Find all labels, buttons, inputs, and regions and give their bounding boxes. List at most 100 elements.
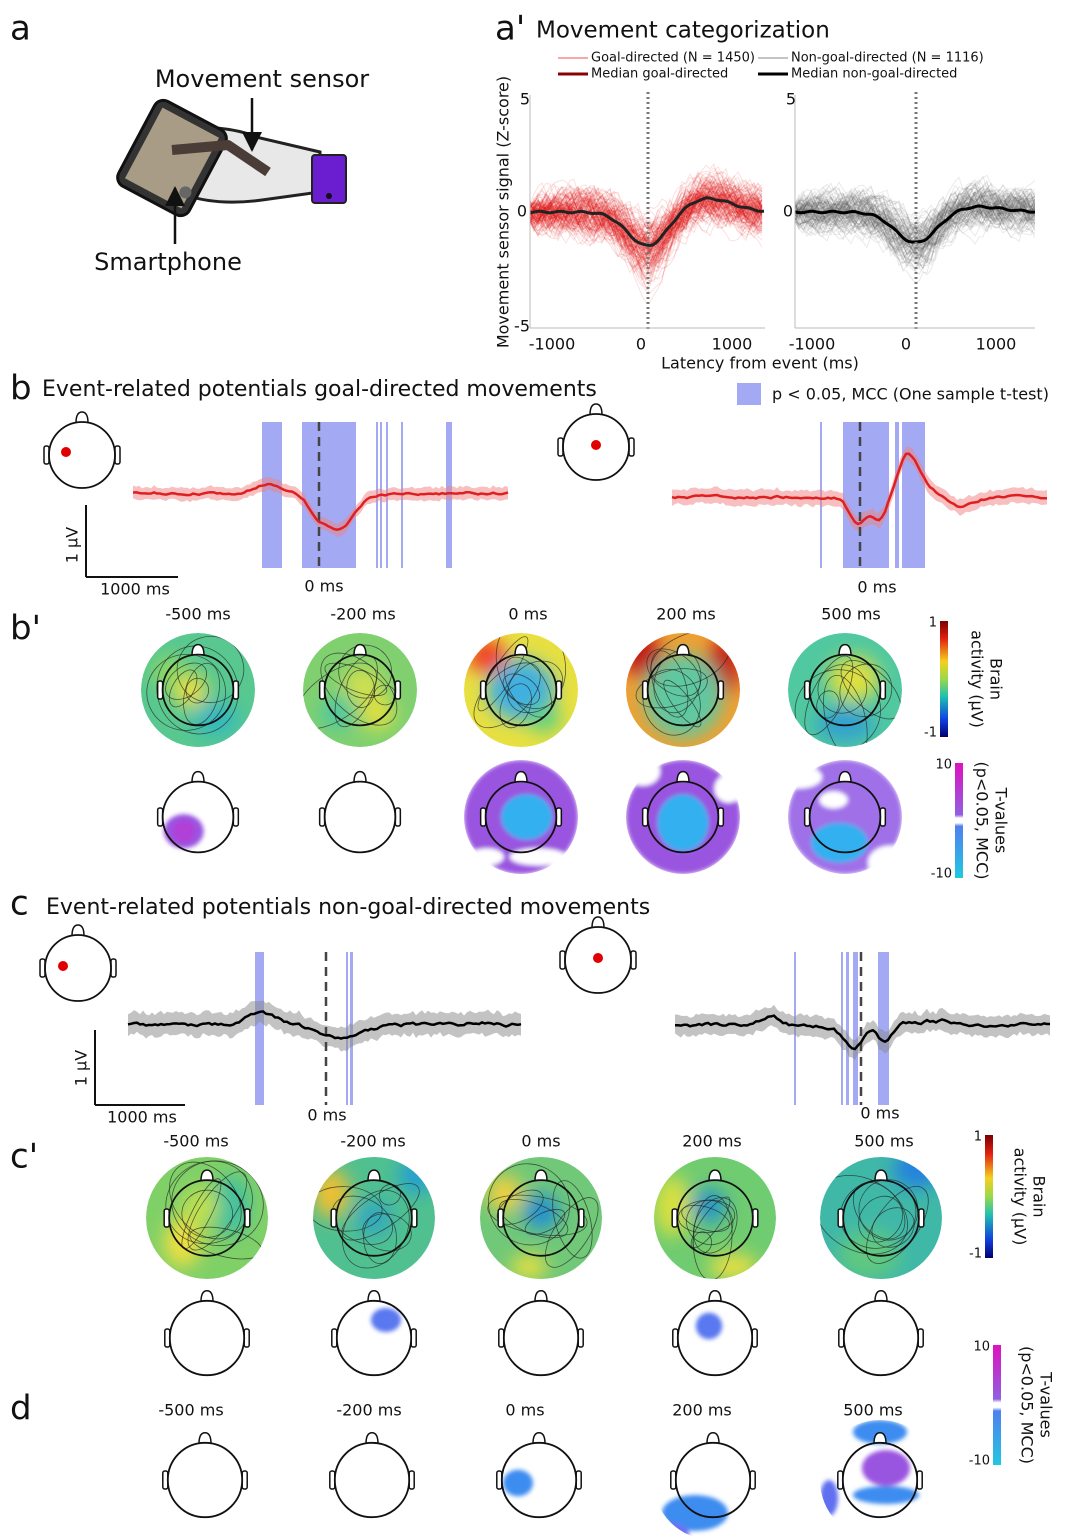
nose	[838, 770, 852, 783]
time-label: 0 ms	[508, 605, 547, 624]
sensor-trace	[795, 195, 1035, 247]
nose	[873, 1432, 887, 1444]
sensor-trace	[530, 175, 763, 288]
colorbar-tick: 10	[935, 758, 952, 773]
head-outline	[803, 770, 887, 854]
sensor-trace	[530, 187, 763, 250]
sensor-trace	[530, 191, 763, 231]
scalp	[676, 1299, 754, 1377]
contour-line	[642, 669, 701, 736]
sensor-trace	[530, 186, 763, 236]
tmap-blob	[509, 848, 567, 866]
head-outline	[497, 1169, 585, 1257]
colorbar-label: Brain	[987, 658, 1006, 700]
topomap-blobs	[486, 1175, 560, 1279]
time-label: -200 ms	[340, 1132, 405, 1151]
x-tick-label: -1000	[789, 335, 836, 354]
panel-letter: a'	[495, 9, 525, 49]
scalp	[500, 1441, 578, 1519]
time-label: 200 ms	[672, 1401, 732, 1420]
panel-title: Event-related potentials non-goal-direct…	[46, 895, 650, 920]
head-outline	[837, 1169, 925, 1257]
panel-letter: b	[10, 369, 32, 409]
contour-line	[362, 1213, 412, 1252]
sensor-trace	[530, 190, 763, 285]
head-outline	[803, 643, 887, 727]
topomap-blob	[708, 1254, 758, 1279]
sensor-trace	[530, 171, 763, 259]
topomap-blob	[643, 652, 723, 739]
contour-line	[363, 1212, 397, 1265]
topomap-blob	[320, 695, 355, 730]
head-outline	[329, 1432, 415, 1519]
colorbar-label: (p<0.05, MCC)	[973, 762, 992, 880]
contour-line	[338, 644, 393, 699]
head-outline	[672, 1290, 758, 1377]
sensor-trace	[795, 193, 1035, 233]
contour-line	[646, 648, 701, 697]
sensor-trace	[795, 188, 1035, 253]
topomap-blob	[164, 1218, 201, 1267]
contour-line	[817, 664, 868, 714]
sensor-trace	[795, 190, 1035, 245]
sensor-trace	[530, 192, 763, 255]
erp-trace	[127, 1010, 522, 1040]
contour-line	[804, 655, 854, 736]
time-label: 500 ms	[854, 1132, 914, 1151]
sensor-trace	[530, 183, 763, 277]
panel-letter: b'	[10, 609, 41, 649]
contour-line	[794, 669, 882, 747]
tmap-blob	[469, 848, 504, 866]
sensor-trace	[530, 190, 763, 247]
sensor-trace	[530, 170, 763, 240]
sensor-trace	[530, 183, 763, 271]
colorbar-tick: -10	[969, 1454, 990, 1469]
sensor-trace	[530, 190, 763, 245]
colorbar-tick: -1	[924, 726, 937, 741]
head-outline	[838, 1290, 924, 1377]
tmap-blob	[853, 1486, 919, 1504]
phone-label: Smartphone	[94, 248, 242, 276]
sensor-trace	[530, 179, 763, 250]
colorbar-label: Brain	[1030, 1176, 1049, 1218]
colorbar	[993, 1345, 1001, 1465]
sensor-trace	[530, 182, 763, 268]
contour-line	[146, 653, 226, 731]
sensor-trace	[795, 189, 1035, 254]
tmap-blob	[810, 822, 868, 863]
head-outline	[162, 1432, 248, 1519]
time-label: 200 ms	[682, 1132, 742, 1151]
sensor-trace	[530, 183, 763, 280]
tmap-blob	[503, 1469, 533, 1497]
tmap	[695, 1312, 723, 1340]
sensor-trace	[530, 188, 763, 249]
contour-line	[686, 1199, 734, 1246]
contour-line	[692, 1195, 733, 1279]
y-tick-label: -5	[514, 317, 530, 336]
sensor-trace	[530, 180, 763, 273]
tmap-blobs	[163, 814, 204, 849]
panel-letter: c	[10, 884, 29, 924]
colorbar-label: activity (µV)	[968, 630, 987, 728]
sensor-trace	[795, 186, 1035, 239]
sensor-trace	[530, 181, 763, 245]
sensor-plots	[529, 92, 1035, 330]
topomap-blob	[827, 655, 880, 702]
sensor-trace	[530, 193, 763, 243]
sensor-trace	[530, 185, 763, 263]
scalp	[161, 780, 235, 854]
nose	[874, 1169, 888, 1182]
nose	[838, 643, 852, 656]
scalp	[502, 1299, 580, 1377]
scalp	[808, 653, 882, 727]
sensor-trace	[530, 193, 763, 235]
scalp	[323, 780, 397, 854]
nose	[353, 770, 367, 783]
head-outline	[671, 1169, 759, 1257]
sensor-trace	[530, 179, 763, 247]
sensor-trace	[795, 181, 1035, 252]
sensor-trace	[795, 187, 1035, 262]
y-tick-label: 5	[520, 90, 530, 109]
sensor-trace	[795, 187, 1035, 258]
legend: Goal-directed (N = 1450) Non-goal-direct…	[558, 51, 984, 82]
